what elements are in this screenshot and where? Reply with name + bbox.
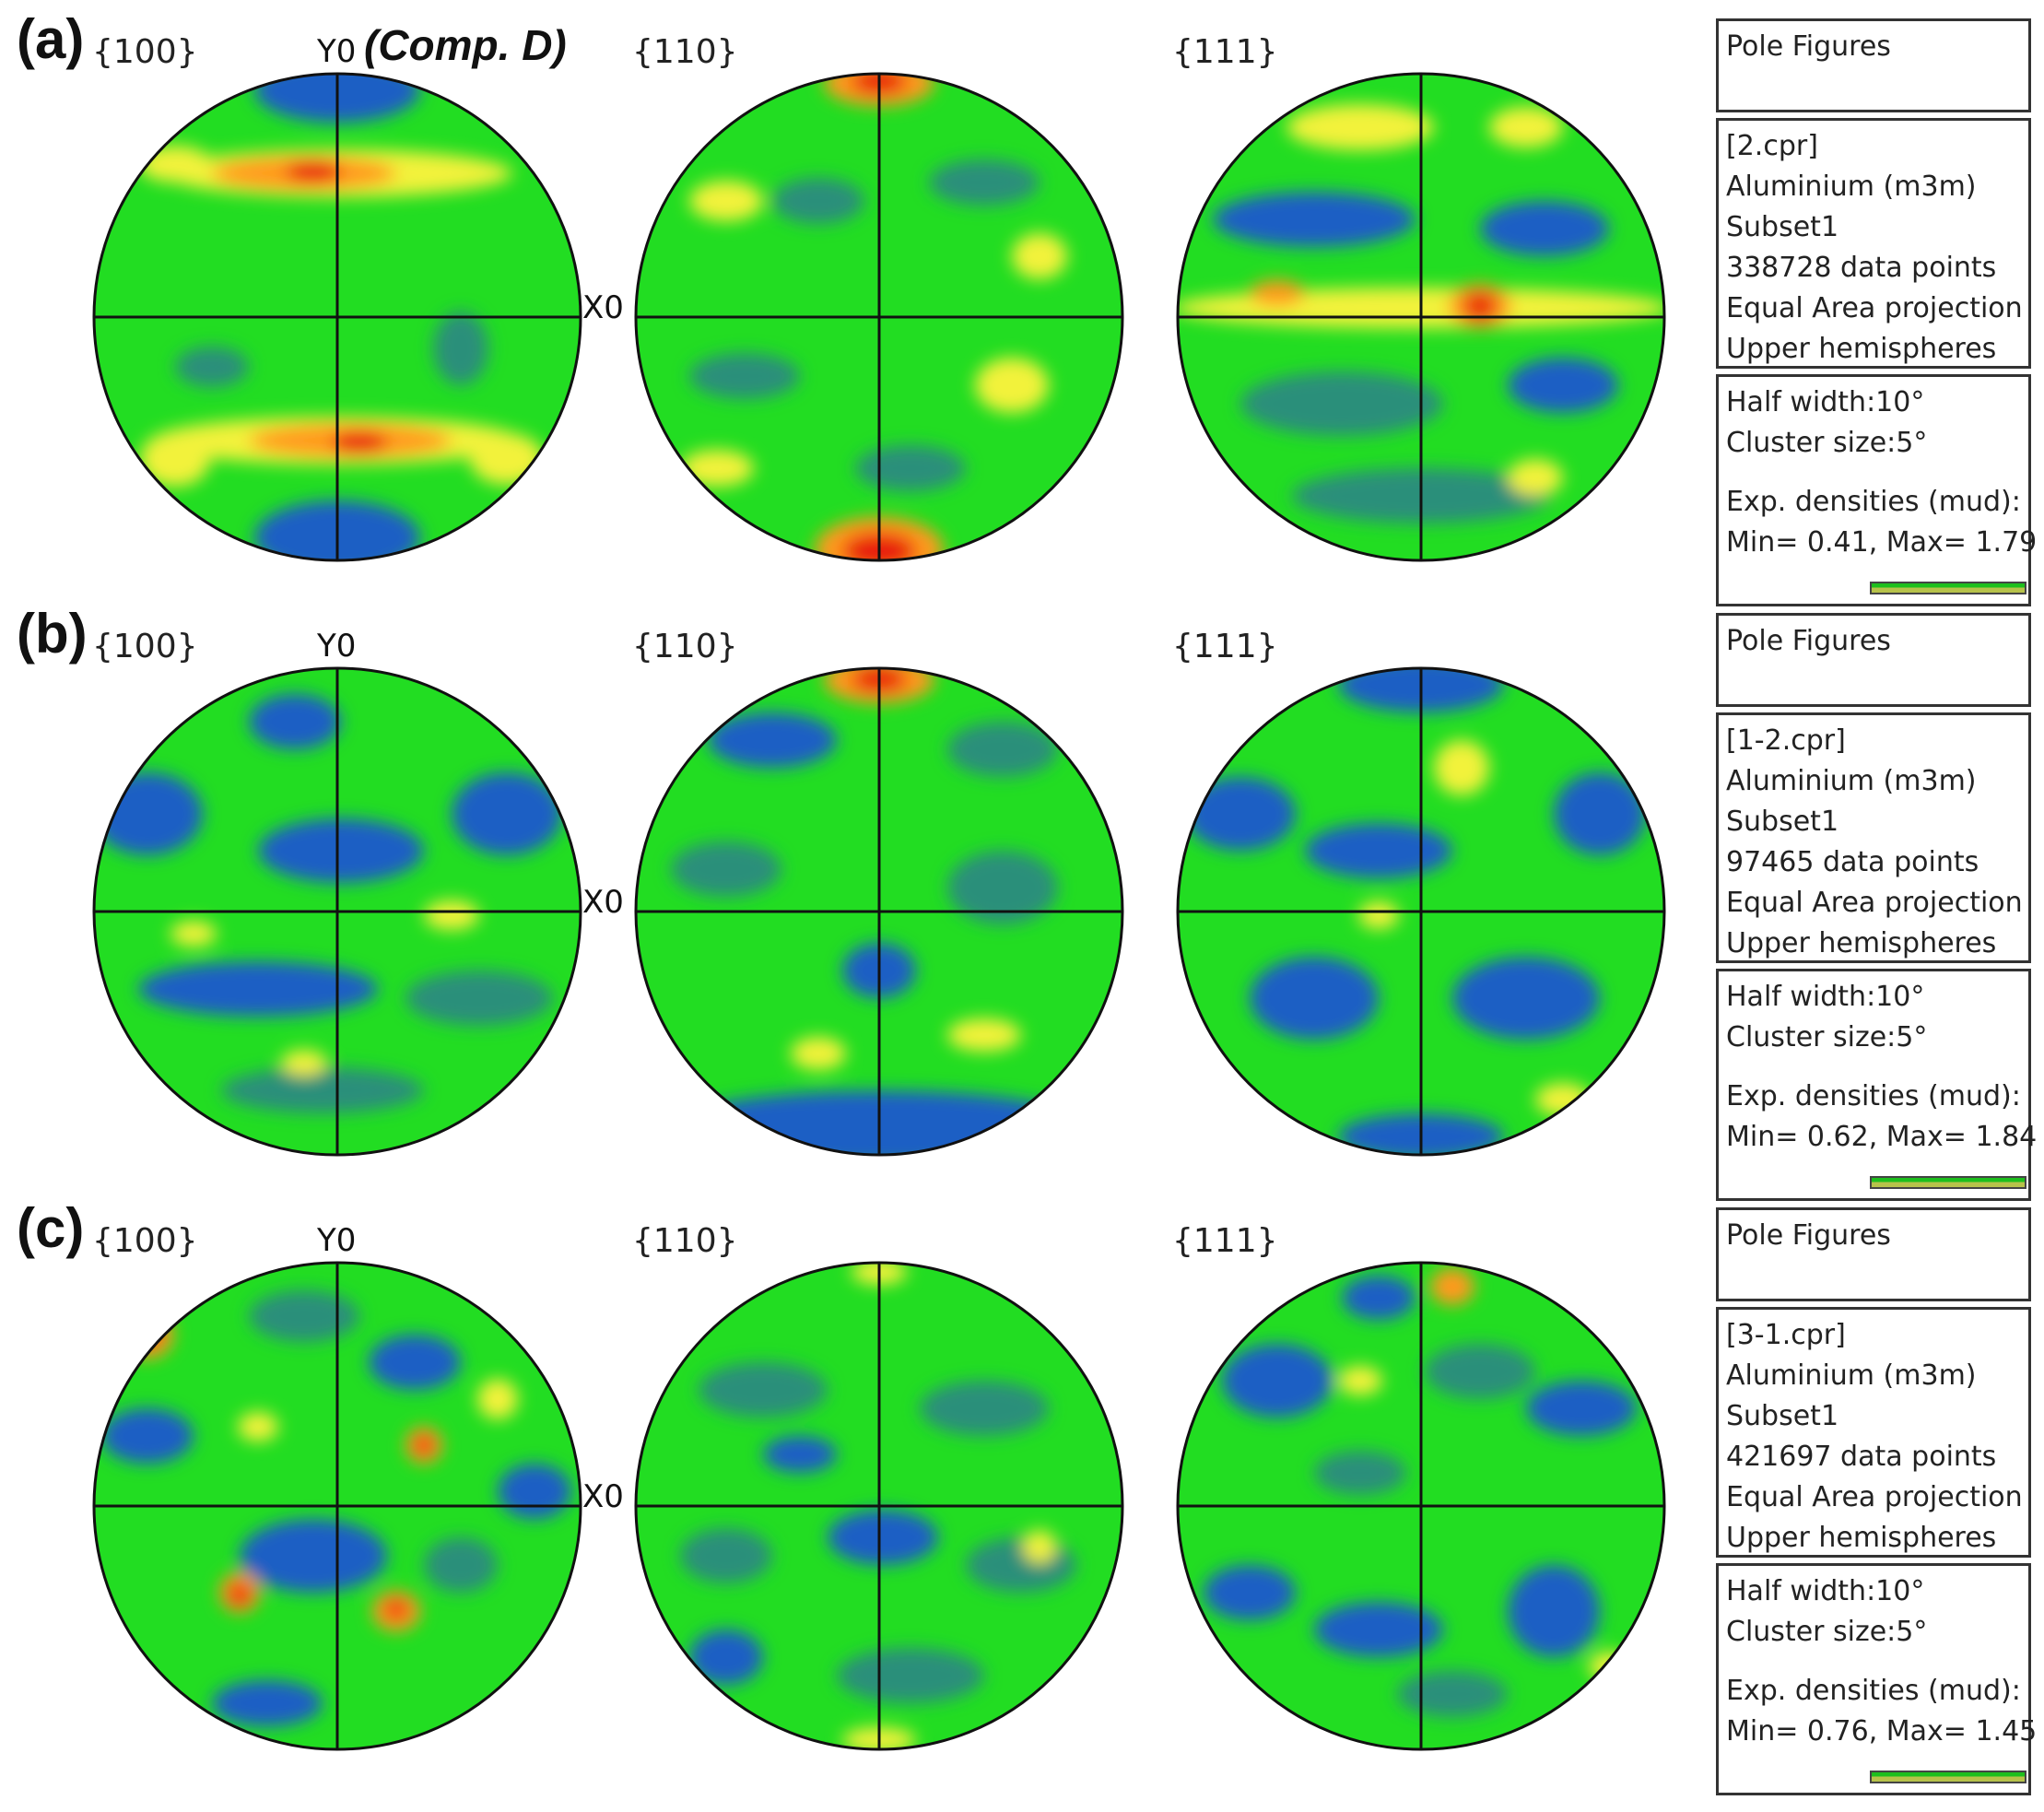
pole-figures-header: Pole Figures bbox=[1716, 1207, 2031, 1301]
data-points: 338728 data points bbox=[1726, 252, 1997, 284]
figure-title-110: {110} bbox=[632, 33, 738, 71]
hemisphere: Upper hemispheres bbox=[1726, 333, 1997, 365]
projection-type: Equal Area projection bbox=[1726, 292, 2023, 324]
dataset-info: [1-2.cpr] Aluminium (m3m) Subset1 97465 … bbox=[1716, 712, 2031, 963]
densities-label: Exp. densities (mud): bbox=[1726, 1675, 2021, 1707]
dataset-info: [3-1.cpr] Aluminium (m3m) Subset1 421697… bbox=[1716, 1307, 2031, 1558]
figure-title-100: {100} bbox=[92, 1222, 198, 1260]
phase-name: Aluminium (m3m) bbox=[1726, 1359, 1977, 1392]
cluster-size: Cluster size:5° bbox=[1726, 427, 1928, 459]
color-scale-bar bbox=[1870, 1771, 2026, 1783]
projection-type: Equal Area projection bbox=[1726, 1481, 2023, 1513]
half-width: Half width:10° bbox=[1726, 1575, 1925, 1607]
density-info: Half width:10° Cluster size:5° Exp. dens… bbox=[1716, 1563, 2038, 1795]
figure-title-111: {111} bbox=[1172, 1222, 1278, 1260]
pole-figures-header: Pole Figures bbox=[1716, 18, 2031, 112]
row-label: (b) bbox=[17, 603, 88, 665]
row-b: (b) {100} {110} {111} Y0 X0 bbox=[0, 594, 2044, 1189]
row-label: (c) bbox=[17, 1197, 85, 1259]
figure-title-100: {100} bbox=[92, 33, 198, 71]
color-scale-bar bbox=[1870, 1176, 2026, 1189]
pole-figure-100 bbox=[92, 666, 582, 1157]
x-axis-label: X0 bbox=[582, 1478, 624, 1515]
pole-figure-100 bbox=[92, 1261, 582, 1751]
x-axis-label: X0 bbox=[582, 884, 624, 921]
dataset-info: [2.cpr] Aluminium (m3m) Subset1 338728 d… bbox=[1716, 118, 2031, 369]
half-width: Half width:10° bbox=[1726, 386, 1925, 418]
figure-title-110: {110} bbox=[632, 1222, 738, 1260]
hemisphere: Upper hemispheres bbox=[1726, 927, 1997, 959]
y-axis-label: Y0 bbox=[317, 628, 357, 665]
row-c: (c) {100} {110} {111} Y0 X0 bbox=[0, 1189, 2044, 1783]
density-info: Half width:10° Cluster size:5° Exp. dens… bbox=[1716, 374, 2038, 606]
figure-title-100: {100} bbox=[92, 628, 198, 665]
pole-figure-111 bbox=[1176, 72, 1666, 562]
pole-figures-header: Pole Figures bbox=[1716, 613, 2031, 707]
hemisphere: Upper hemispheres bbox=[1726, 1522, 1997, 1554]
subset-name: Subset1 bbox=[1726, 1400, 1839, 1432]
y-axis-label: Y0 bbox=[317, 33, 357, 70]
pole-figure-110 bbox=[634, 72, 1124, 562]
pole-figure-110 bbox=[634, 1261, 1124, 1751]
panel-title: Pole Figures bbox=[1726, 1219, 1891, 1252]
density-info: Half width:10° Cluster size:5° Exp. dens… bbox=[1716, 969, 2038, 1201]
density-min-max: Min= 0.62, Max= 1.84 bbox=[1726, 1121, 2038, 1153]
density-min-max: Min= 0.41, Max= 1.79 bbox=[1726, 526, 2038, 559]
row-a: (a) (Comp. D) {100} {110} {111} Y0 X0 bbox=[0, 0, 2044, 594]
figure-title-111: {111} bbox=[1172, 33, 1278, 71]
cluster-size: Cluster size:5° bbox=[1726, 1616, 1928, 1648]
cluster-size: Cluster size:5° bbox=[1726, 1021, 1928, 1053]
pole-figure-110 bbox=[634, 666, 1124, 1157]
phase-name: Aluminium (m3m) bbox=[1726, 765, 1977, 797]
half-width: Half width:10° bbox=[1726, 981, 1925, 1013]
figure-title-110: {110} bbox=[632, 628, 738, 665]
figure-title-111: {111} bbox=[1172, 628, 1278, 665]
file-name: [2.cpr] bbox=[1726, 130, 1818, 162]
subset-name: Subset1 bbox=[1726, 806, 1839, 838]
densities-label: Exp. densities (mud): bbox=[1726, 486, 2021, 518]
x-axis-label: X0 bbox=[582, 289, 624, 326]
pole-figure-111 bbox=[1176, 666, 1666, 1157]
color-scale-bar bbox=[1870, 582, 2026, 594]
pole-figure-111 bbox=[1176, 1261, 1666, 1751]
component-label: (Comp. D) bbox=[364, 21, 567, 69]
y-axis-label: Y0 bbox=[317, 1222, 357, 1259]
data-points: 421697 data points bbox=[1726, 1441, 1997, 1473]
panel-title: Pole Figures bbox=[1726, 30, 1891, 63]
pole-figure-100 bbox=[92, 72, 582, 562]
panel-title: Pole Figures bbox=[1726, 625, 1891, 657]
densities-label: Exp. densities (mud): bbox=[1726, 1080, 2021, 1112]
subset-name: Subset1 bbox=[1726, 211, 1839, 243]
data-points: 97465 data points bbox=[1726, 846, 1979, 878]
file-name: [1-2.cpr] bbox=[1726, 724, 1846, 757]
row-label: (a) bbox=[17, 8, 85, 70]
density-min-max: Min= 0.76, Max= 1.45 bbox=[1726, 1715, 2038, 1747]
phase-name: Aluminium (m3m) bbox=[1726, 171, 1977, 203]
projection-type: Equal Area projection bbox=[1726, 887, 2023, 919]
file-name: [3-1.cpr] bbox=[1726, 1319, 1846, 1351]
